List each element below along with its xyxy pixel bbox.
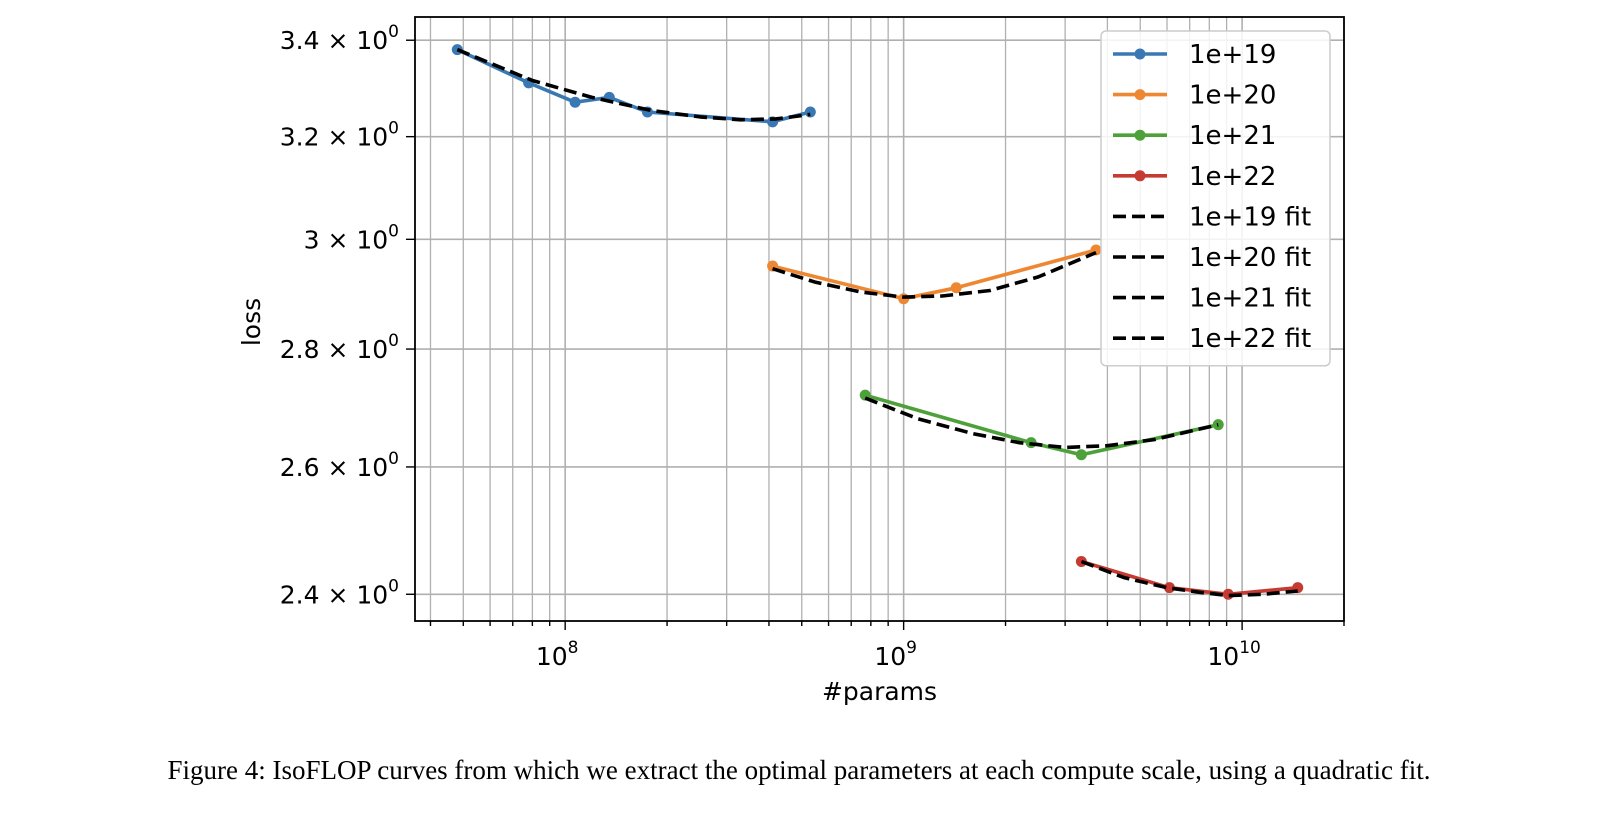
legend-item-1e-20: 1e+20 <box>1113 81 1276 111</box>
legend-label: 1e+21 fit <box>1189 284 1311 314</box>
series-line <box>455 47 813 124</box>
fit-line-1e-22-fit <box>1080 559 1298 598</box>
data-point <box>1075 449 1087 461</box>
legend-item-1e-20-fit: 1e+20 fit <box>1113 243 1311 273</box>
legend-label: 1e+19 fit <box>1189 202 1311 232</box>
isoflop-chart: 108 109 1010 2.4 × 100 2.6 × 100 2.8 × 100 3 ×… <box>237 16 1345 706</box>
fit-line-1e-20-fit <box>772 250 1097 299</box>
legend-item-1e-21: 1e+21 <box>1113 121 1276 151</box>
x-tick-label: 108 <box>536 638 579 671</box>
legend-label: 1e+19 <box>1189 40 1276 70</box>
series-1e-21 <box>859 389 1224 461</box>
plot-frame <box>414 16 1345 622</box>
series-1e-19 <box>451 44 816 128</box>
y-axis-title: loss <box>237 298 266 346</box>
legend-label: 1e+20 fit <box>1189 243 1311 273</box>
y-tick-label: 3 × 100 <box>304 221 399 254</box>
legend-label: 1e+22 <box>1189 162 1276 192</box>
x-axis-title: #params <box>822 677 937 706</box>
x-tick-label: 109 <box>874 638 917 671</box>
tick-layer: 108 109 1010 2.4 × 100 2.6 × 100 2.8 × 100 3 ×… <box>280 22 1345 671</box>
data-point <box>804 106 816 118</box>
legend-item-1e-19-fit: 1e+19 fit <box>1113 202 1311 232</box>
y-tick-label: 3.4 × 100 <box>280 22 399 55</box>
fit-line-1e-21-fit <box>864 396 1219 450</box>
y-tick-label: 2.8 × 100 <box>280 331 399 364</box>
series-line <box>770 248 1098 301</box>
legend-marker <box>1134 89 1146 101</box>
fit-line-1e-19-fit <box>456 47 811 122</box>
data-point <box>950 282 962 294</box>
legend-box <box>1100 30 1331 367</box>
y-tick-label: 2.6 × 100 <box>280 449 399 482</box>
y-tick-label: 3.2 × 100 <box>280 119 399 152</box>
legend-label: 1e+20 <box>1189 81 1276 111</box>
data-point <box>1163 582 1175 594</box>
legend-marker <box>1134 48 1146 60</box>
figure-caption: Figure 4: IsoFLOP curves from which we e… <box>167 755 1431 785</box>
x-tick-label: 1010 <box>1207 638 1260 671</box>
series-1e-20 <box>767 244 1102 305</box>
legend-marker <box>1134 129 1146 141</box>
data-point <box>1212 419 1224 431</box>
series-layer <box>451 44 1304 600</box>
y-tick-label: 2.4 × 100 <box>280 576 399 609</box>
legend: 1e+19 1e+20 1e+21 1e+22 1e+19 fit 1e+20 fit 1e… <box>1100 30 1331 367</box>
legend-item-1e-19: 1e+19 <box>1113 40 1276 70</box>
legend-item-1e-22: 1e+22 <box>1113 162 1276 192</box>
legend-label: 1e+21 <box>1189 121 1276 151</box>
legend-label: 1e+22 fit <box>1189 324 1311 354</box>
legend-marker <box>1134 170 1146 182</box>
legend-item-1e-21-fit: 1e+21 fit <box>1113 284 1311 314</box>
legend-item-1e-22-fit: 1e+22 fit <box>1113 324 1311 354</box>
data-point <box>569 96 581 108</box>
